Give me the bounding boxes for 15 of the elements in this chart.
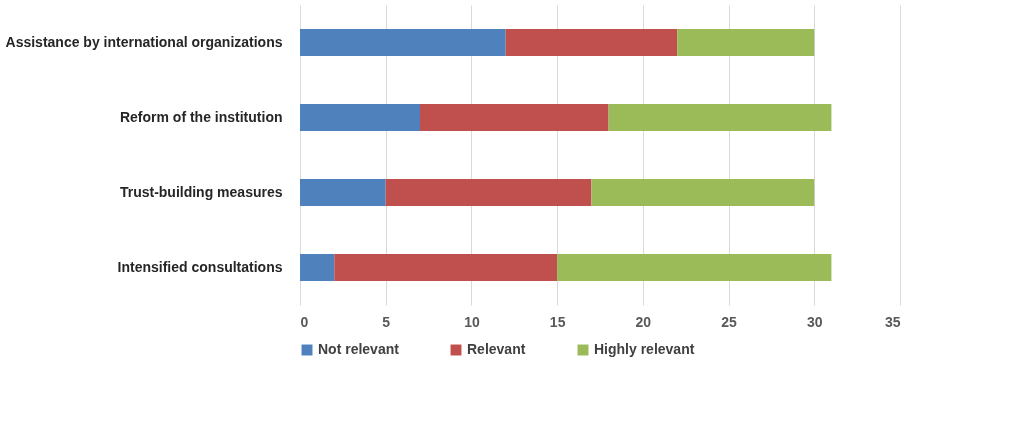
legend-label: Relevant [467,341,526,357]
y-tick-label: Reform of the institution [119,109,283,125]
x-tick-label: 30 [807,313,823,330]
legend-label: Not relevant [318,341,400,357]
x-tick-label: 10 [464,313,480,330]
y-tick-label: Intensified consultations [117,259,283,275]
x-tick-label: 15 [549,313,566,330]
y-tick-label: Trust-building measures [119,184,283,200]
x-tick-label: 5 [382,313,391,330]
x-tick-label: 20 [635,313,652,330]
x-tick-label: 35 [884,313,901,330]
x-tick-label: 25 [721,313,738,330]
legend-label: Highly relevant [594,341,695,357]
x-tick-label: 0 [300,313,309,330]
y-tick-label: Assistance by international organizations [5,34,283,50]
